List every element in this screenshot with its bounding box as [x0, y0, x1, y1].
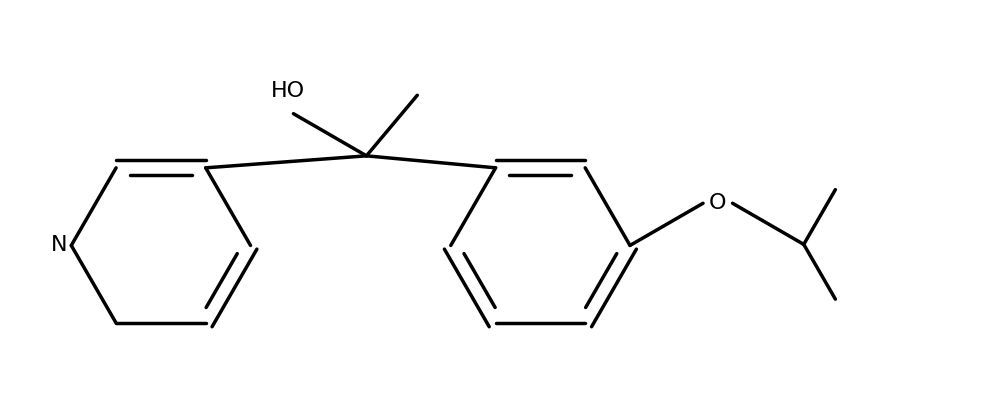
Text: O: O — [708, 193, 726, 213]
Text: HO: HO — [271, 81, 305, 101]
Text: N: N — [50, 236, 66, 255]
